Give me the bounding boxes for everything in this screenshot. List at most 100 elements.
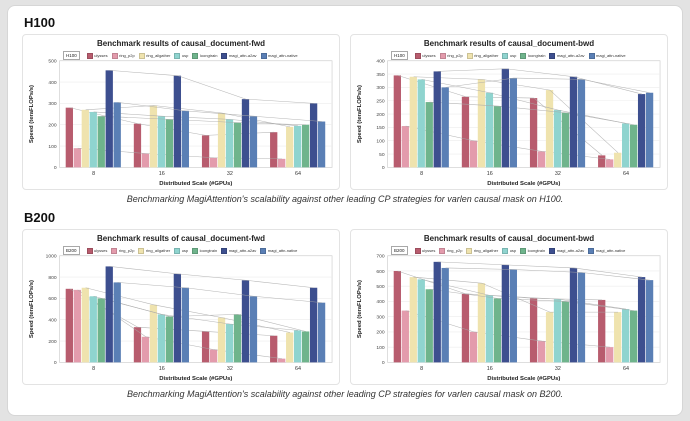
legend-item: loongtrain <box>192 52 217 59</box>
chart-title: Benchmark results of causal_document-fwd <box>96 39 266 48</box>
svg-text:800: 800 <box>48 275 56 281</box>
legend-label: usp <box>509 53 517 58</box>
chart-figure-b200-fwd[interactable]: Benchmark results of causal_document-fwd… <box>22 229 340 385</box>
legend-label: ring_allgather <box>145 248 171 253</box>
svg-text:350: 350 <box>376 72 384 78</box>
legend-label: magi_attn-a2av <box>228 248 257 253</box>
legend-swatch <box>221 52 228 59</box>
svg-text:8: 8 <box>420 366 423 372</box>
gpu-label: B200 <box>391 246 408 255</box>
bar-chart-plot: 0 200 400 600 800 1000 8 16 32 64 Distributed Scal… <box>29 254 333 382</box>
legend-swatch <box>439 247 446 254</box>
legend-item: usp <box>502 247 516 254</box>
svg-text:Speed (teraFLOPs/s): Speed (teraFLOPs/s) <box>29 85 35 143</box>
svg-text:Distributed Scale (#GPUs): Distributed Scale (#GPUs) <box>159 181 232 187</box>
svg-text:500: 500 <box>48 59 56 65</box>
legend-item: usp <box>174 247 188 254</box>
legend-item: ulysses <box>414 52 436 59</box>
svg-text:600: 600 <box>376 269 384 275</box>
legend-swatch <box>192 247 199 254</box>
chart-title: Benchmark results of causal_document-bwd <box>423 234 595 243</box>
svg-text:100: 100 <box>376 138 384 144</box>
legend-item: loongtrain <box>192 247 218 254</box>
svg-text:64: 64 <box>295 171 301 177</box>
bar-chart-plot: 0 50 100 150 200 250 300 350 400 8 16 32 64 Distribut… <box>357 59 661 187</box>
charts-row-b200: Benchmark results of causal_document-fwd… <box>22 229 668 385</box>
post-card: H100 Benchmark results of causal_documen… <box>7 5 683 416</box>
svg-text:400: 400 <box>376 59 384 65</box>
svg-text:32: 32 <box>555 171 561 177</box>
svg-text:400: 400 <box>376 299 384 305</box>
svg-text:0: 0 <box>382 165 385 171</box>
svg-text:300: 300 <box>376 314 384 320</box>
legend-swatch <box>414 247 421 254</box>
legend-swatch <box>549 52 556 59</box>
legend-item: magi_attn-native <box>260 52 298 59</box>
svg-text:400: 400 <box>48 80 56 86</box>
legend-label: ulysses <box>94 248 108 253</box>
legend-swatch <box>588 247 595 254</box>
legend-item: magi_attn-a2av <box>549 52 585 59</box>
legend-item: ring_p2p <box>111 52 135 59</box>
legend-label: magi_attn-native <box>267 248 298 253</box>
legend-label: loongtrain <box>527 53 546 58</box>
legend-swatch <box>549 247 556 254</box>
svg-text:32: 32 <box>227 366 233 372</box>
svg-text:16: 16 <box>487 366 493 372</box>
legend-item: ring_p2p <box>439 52 463 59</box>
svg-text:0: 0 <box>54 165 57 171</box>
legend-swatch <box>221 247 228 254</box>
legend-item: ring_allgather <box>138 247 171 254</box>
legend-item: ulysses <box>86 52 108 59</box>
svg-text:Distributed Scale (#GPUs): Distributed Scale (#GPUs) <box>159 376 232 382</box>
legend-item: ring_allgather <box>466 52 499 59</box>
legend-label: magi_attn-a2av <box>556 248 585 253</box>
svg-text:200: 200 <box>376 330 384 336</box>
chart-legend: B200 ulysses ring_p2p ring_allgather usp loon… <box>391 246 662 255</box>
legend-swatch <box>414 52 421 59</box>
svg-text:16: 16 <box>159 171 165 177</box>
svg-text:250: 250 <box>376 99 384 105</box>
legend-swatch <box>520 247 527 254</box>
legend-swatch <box>502 247 509 254</box>
legend-swatch <box>260 52 267 59</box>
svg-text:50: 50 <box>379 152 385 158</box>
legend-swatch <box>260 247 267 254</box>
charts-row-h100: Benchmark results of causal_document-fwd… <box>22 34 668 190</box>
legend-label: magi_attn-native <box>268 53 298 58</box>
legend-label: ring_allgather <box>474 53 499 58</box>
svg-text:200: 200 <box>48 339 56 345</box>
figure-caption-h100: Benchmarking MagiAttention's scalability… <box>126 194 564 204</box>
chart-figure-h100-bwd[interactable]: Benchmark results of causal_document-bwd… <box>350 34 668 190</box>
svg-text:32: 32 <box>555 366 561 372</box>
legend-item: ring_allgather <box>466 247 499 254</box>
legend-item: usp <box>174 52 188 59</box>
plot-area: B200 ulysses ring_p2p ring_allgather usp loon… <box>354 245 664 383</box>
chart-legend: B200 ulysses ring_p2p ring_allgather usp loon… <box>63 246 334 255</box>
legend-item: loongtrain <box>520 52 546 59</box>
legend-item: ulysses <box>86 247 108 254</box>
section-heading-b200: B200 <box>24 210 56 225</box>
section-heading-h100: H100 <box>24 15 56 30</box>
legend-label: ulysses <box>422 53 436 58</box>
svg-text:0: 0 <box>54 360 57 366</box>
legend-label: magi_attn-a2av <box>556 53 585 58</box>
svg-text:Speed (teraFLOPs/s): Speed (teraFLOPs/s) <box>357 85 363 143</box>
svg-text:8: 8 <box>92 366 95 372</box>
bar-chart-plot: 0 100 200 300 400 500 600 700 8 16 32 64 Distributed… <box>357 254 661 382</box>
svg-text:700: 700 <box>376 254 384 260</box>
legend-item: magi_attn-native <box>260 247 298 254</box>
legend-label: ring_allgather <box>473 248 499 253</box>
plot-area: H100 ulysses ring_p2p ring_allgather usp loon… <box>354 50 664 188</box>
gpu-label: B200 <box>63 246 80 255</box>
legend-label: ring_allgather <box>146 53 171 58</box>
legend-item: magi_attn-native <box>588 52 626 59</box>
svg-text:200: 200 <box>376 112 384 118</box>
legend-label: loongtrain <box>199 248 218 253</box>
svg-text:Distributed Scale (#GPUs): Distributed Scale (#GPUs) <box>487 376 560 382</box>
svg-text:64: 64 <box>295 366 301 372</box>
legend-item: usp <box>502 52 517 59</box>
chart-figure-h100-fwd[interactable]: Benchmark results of causal_document-fwd… <box>22 34 340 190</box>
chart-figure-b200-bwd[interactable]: Benchmark results of causal_document-bwd… <box>350 229 668 385</box>
legend-label: magi_attn-native <box>595 248 626 253</box>
